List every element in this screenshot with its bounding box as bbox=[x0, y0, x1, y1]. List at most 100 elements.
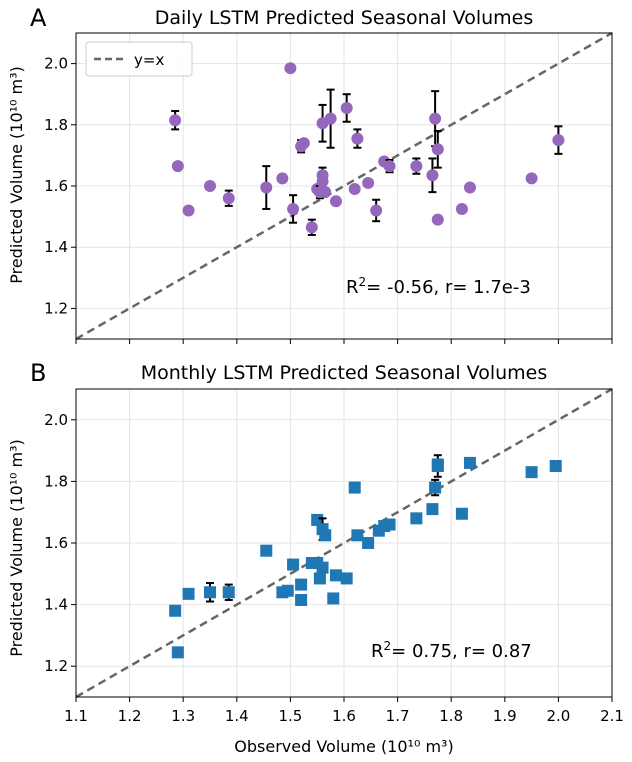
x-tick-label: 1.4 bbox=[225, 707, 249, 725]
panel-a: A Daily LSTM Predicted Seasonal Volumes … bbox=[7, 4, 613, 344]
data-point bbox=[429, 112, 442, 125]
data-point bbox=[327, 592, 340, 605]
data-point bbox=[313, 572, 326, 585]
data-point bbox=[324, 112, 337, 125]
data-point bbox=[463, 456, 476, 469]
x-tick-label: 1.9 bbox=[493, 707, 517, 725]
data-point bbox=[260, 181, 273, 194]
y-tick-label: 1.6 bbox=[44, 177, 68, 195]
data-point bbox=[204, 586, 216, 599]
data-point bbox=[362, 176, 375, 189]
panel-b-xlabel: Observed Volume (10¹⁰ m³) bbox=[234, 737, 453, 756]
panel-b-ylabel: Predicted Volume (10¹⁰ m³) bbox=[7, 439, 26, 657]
identity-line bbox=[75, 31, 613, 341]
data-point bbox=[295, 578, 308, 591]
x-tick-label: 1.5 bbox=[278, 707, 302, 725]
x-tick-label: 1.8 bbox=[439, 707, 463, 725]
x-tick-label: 1.6 bbox=[332, 707, 356, 725]
panel-b: B Monthly LSTM Predicted Seasonal Volume… bbox=[7, 359, 624, 756]
data-point bbox=[319, 529, 332, 542]
panel-b-stat-rest: = 0.75, r= 0.87 bbox=[391, 641, 532, 662]
panel-a-stat-rest: = -0.56, r= 1.7e-3 bbox=[366, 277, 531, 298]
data-point bbox=[348, 183, 361, 196]
data-point bbox=[463, 181, 476, 194]
data-point bbox=[171, 646, 184, 659]
data-point bbox=[426, 169, 439, 182]
y-tick-label: 1.8 bbox=[44, 472, 68, 490]
data-point bbox=[431, 143, 444, 156]
legend-box bbox=[85, 41, 193, 77]
data-point bbox=[426, 503, 439, 516]
data-point bbox=[455, 507, 468, 520]
panel-a-legend: y=x bbox=[85, 41, 193, 77]
data-point bbox=[525, 466, 538, 479]
y-tick-label: 1.2 bbox=[44, 299, 68, 317]
data-point bbox=[287, 202, 300, 215]
data-point bbox=[311, 513, 324, 526]
data-point bbox=[281, 584, 294, 597]
data-point bbox=[295, 593, 308, 606]
data-point bbox=[455, 202, 468, 215]
panel-a-y-ticks: 1.2 1.4 1.6 1.8 2.0 bbox=[44, 55, 76, 317]
panel-b-x-ticks: 1.1 1.2 1.3 1.4 1.5 1.6 1.7 1.8 1.9 2.0 2.1 bbox=[64, 697, 624, 725]
panel-a-stat-r: R bbox=[346, 277, 359, 298]
data-point bbox=[383, 518, 396, 531]
data-point bbox=[410, 512, 423, 525]
y-tick-label: 1.4 bbox=[44, 238, 68, 256]
x-tick-label: 2.1 bbox=[600, 707, 624, 725]
panel-b-stat-sup: 2 bbox=[384, 639, 392, 653]
data-point bbox=[329, 569, 342, 582]
panel-b-stat: R2= 0.75, r= 0.87 bbox=[371, 639, 532, 662]
data-point bbox=[169, 114, 182, 127]
data-point bbox=[370, 204, 383, 217]
data-point bbox=[351, 529, 364, 542]
y-tick-label: 1.8 bbox=[44, 116, 68, 134]
data-point bbox=[340, 101, 353, 114]
data-point bbox=[319, 186, 332, 199]
data-point bbox=[260, 544, 273, 557]
panel-b-stat-r: R bbox=[371, 641, 384, 662]
data-point bbox=[431, 458, 444, 471]
data-point bbox=[329, 195, 342, 208]
data-point bbox=[276, 172, 289, 185]
y-tick-label: 1.4 bbox=[44, 596, 68, 614]
data-point bbox=[297, 137, 310, 150]
y-tick-label: 1.2 bbox=[44, 657, 68, 675]
panel-b-letter: B bbox=[30, 359, 46, 387]
data-point bbox=[316, 175, 329, 188]
panel-a-marks bbox=[169, 62, 565, 236]
data-point bbox=[429, 481, 442, 494]
data-point bbox=[171, 160, 184, 173]
data-point bbox=[182, 204, 195, 217]
data-point bbox=[525, 172, 538, 185]
data-point bbox=[410, 160, 423, 173]
data-point bbox=[362, 537, 375, 549]
panel-b-y-ticks: 1.2 1.4 1.6 1.8 2.0 bbox=[44, 411, 76, 675]
panel-b-marks bbox=[169, 454, 562, 659]
data-point bbox=[431, 213, 444, 226]
legend-label: y=x bbox=[134, 51, 164, 69]
data-point bbox=[287, 558, 300, 571]
data-point bbox=[348, 481, 361, 494]
data-point bbox=[552, 134, 565, 147]
data-point bbox=[204, 180, 216, 192]
panel-a-stat-sup: 2 bbox=[359, 275, 367, 289]
x-tick-label: 1.2 bbox=[118, 707, 142, 725]
data-point bbox=[305, 221, 318, 234]
panel-b-title: Monthly LSTM Predicted Seasonal Volumes bbox=[141, 362, 548, 384]
data-point bbox=[340, 572, 353, 585]
data-point bbox=[222, 586, 235, 599]
data-point bbox=[316, 561, 329, 574]
x-tick-label: 2.0 bbox=[546, 707, 570, 725]
panel-a-ylabel: Predicted Volume (10¹⁰ m³) bbox=[7, 66, 26, 284]
panel-a-identity-line bbox=[75, 31, 613, 341]
y-tick-label: 2.0 bbox=[44, 55, 68, 73]
x-tick-label: 1.7 bbox=[386, 707, 410, 725]
data-point bbox=[222, 192, 235, 205]
data-point bbox=[169, 604, 182, 617]
data-point bbox=[383, 160, 396, 173]
data-point bbox=[284, 62, 297, 75]
data-point bbox=[351, 132, 364, 145]
panel-a-letter: A bbox=[30, 4, 47, 32]
